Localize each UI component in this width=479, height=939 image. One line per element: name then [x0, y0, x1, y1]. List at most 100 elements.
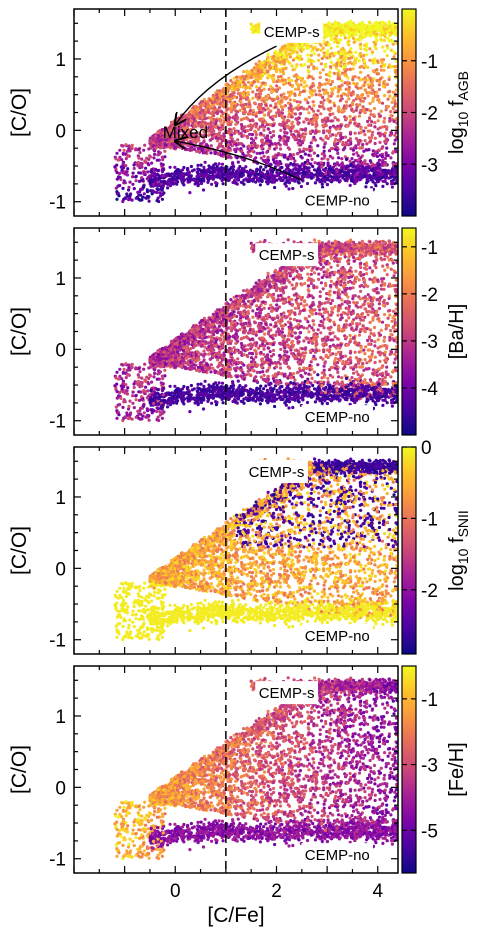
data-point	[304, 132, 308, 136]
data-point	[118, 155, 122, 159]
data-point	[300, 140, 304, 144]
data-point	[252, 74, 256, 78]
data-point	[390, 168, 394, 172]
data-point	[319, 100, 323, 104]
data-point	[242, 158, 246, 162]
data-point	[358, 146, 362, 150]
data-point	[352, 164, 356, 168]
data-point	[176, 168, 180, 172]
data-point	[390, 185, 394, 189]
data-point	[352, 162, 356, 166]
data-point	[333, 144, 337, 148]
data-point	[181, 168, 185, 172]
data-point	[291, 58, 295, 62]
data-point	[254, 92, 258, 97]
data-point	[323, 35, 327, 39]
data-point	[231, 162, 235, 166]
data-point	[373, 125, 377, 129]
data-point	[221, 144, 225, 149]
data-point	[271, 89, 275, 93]
data-point	[269, 84, 273, 88]
data-point	[390, 100, 394, 104]
data-point	[262, 87, 266, 91]
data-point	[251, 112, 255, 117]
data-point	[349, 91, 353, 96]
data-point	[140, 198, 144, 202]
data-point	[137, 147, 141, 151]
data-point	[259, 156, 263, 160]
data-point	[235, 182, 239, 186]
data-point	[242, 112, 246, 116]
data-point	[303, 128, 307, 132]
data-point	[115, 171, 119, 175]
data-point	[354, 165, 358, 169]
data-point	[347, 32, 351, 37]
data-point	[195, 174, 199, 179]
data-point	[348, 104, 352, 108]
data-point	[363, 139, 367, 143]
data-point	[134, 175, 138, 179]
data-point	[306, 59, 310, 63]
data-point	[382, 81, 386, 85]
data-point	[358, 34, 362, 38]
data-point	[348, 67, 352, 71]
data-point	[298, 90, 302, 94]
data-point	[363, 159, 367, 163]
data-point	[146, 170, 150, 174]
data-point	[368, 118, 372, 122]
data-point	[226, 121, 230, 125]
data-point	[257, 64, 261, 68]
data-point	[220, 110, 224, 114]
data-point	[321, 68, 325, 72]
data-point	[334, 133, 338, 137]
data-point	[359, 86, 363, 90]
data-point	[320, 56, 324, 61]
data-point	[338, 85, 342, 89]
data-point	[299, 83, 303, 87]
data-point	[389, 110, 393, 114]
data-point	[359, 51, 363, 56]
data-point	[367, 123, 371, 127]
data-point	[134, 179, 138, 183]
data-point	[336, 118, 340, 122]
data-point	[300, 64, 304, 68]
data-point	[278, 134, 282, 138]
data-point	[287, 167, 291, 171]
data-point	[308, 75, 312, 79]
data-point	[123, 181, 127, 185]
data-point	[387, 20, 391, 24]
data-point	[297, 134, 301, 138]
data-point	[235, 75, 239, 79]
data-point	[364, 34, 368, 39]
data-point	[281, 108, 285, 112]
data-point	[379, 24, 383, 28]
data-point	[306, 69, 310, 73]
data-point	[293, 67, 297, 71]
data-point	[254, 114, 258, 118]
data-point	[312, 52, 317, 56]
data-point	[389, 31, 393, 35]
data-point	[262, 97, 266, 101]
data-point	[281, 116, 285, 120]
data-point	[132, 187, 136, 191]
data-point	[283, 78, 287, 82]
data-point	[250, 132, 254, 137]
data-point	[312, 109, 316, 113]
data-point	[343, 92, 347, 96]
data-point	[363, 76, 367, 80]
data-point	[287, 52, 291, 56]
data-point	[244, 154, 248, 158]
data-point	[312, 65, 316, 69]
data-point	[335, 66, 339, 70]
data-point	[288, 98, 292, 102]
data-point	[304, 117, 308, 121]
data-point	[340, 79, 344, 83]
data-point	[186, 178, 190, 182]
data-point	[259, 84, 263, 88]
data-point	[371, 152, 375, 157]
data-point	[207, 133, 211, 137]
data-point	[147, 147, 151, 151]
data-point	[286, 138, 290, 142]
data-point	[267, 139, 271, 143]
data-point	[296, 75, 301, 80]
